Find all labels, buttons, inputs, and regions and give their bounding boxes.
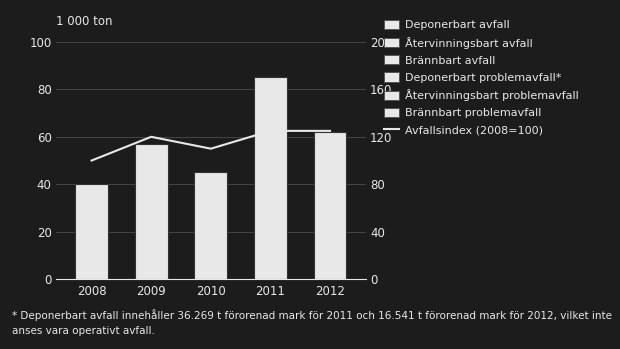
Bar (135, 144, 167, 279)
Bar (314, 132, 347, 279)
Bar (75, 184, 108, 279)
Bar (254, 77, 287, 279)
Legend: Deponerbart avfall, Återvinningsbart avfall, Brännbart avfall, Deponerbart probl: Deponerbart avfall, Återvinningsbart avf… (384, 20, 578, 135)
Text: 1 000 ton: 1 000 ton (56, 15, 112, 28)
Bar (195, 172, 227, 279)
Text: * Deponerbart avfall innehåller 36.269 t förorenad mark för 2011 och 16.541 t fö: * Deponerbart avfall innehåller 36.269 t… (12, 309, 613, 321)
Text: anses vara operativt avfall.: anses vara operativt avfall. (12, 326, 155, 336)
